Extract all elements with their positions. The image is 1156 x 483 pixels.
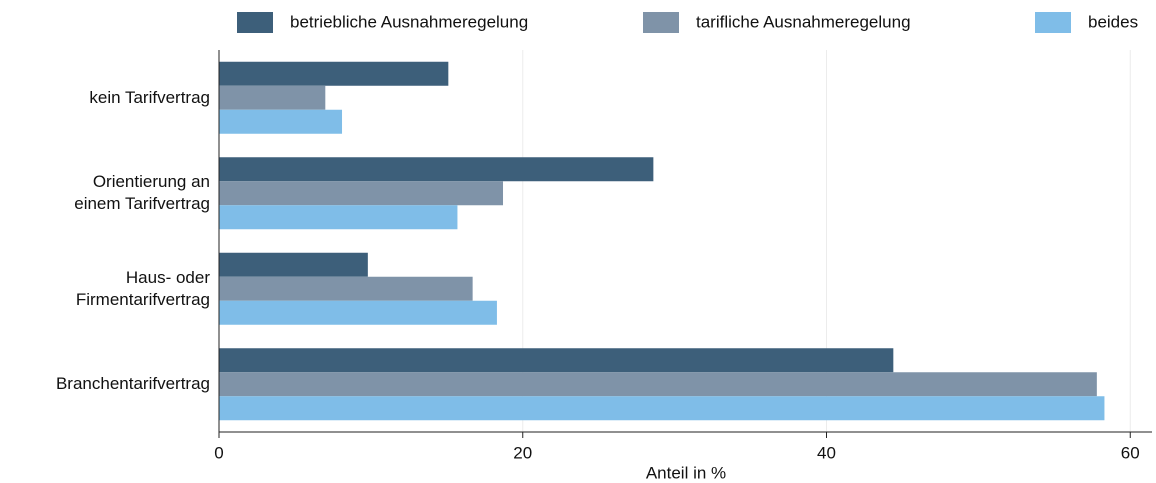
x-tick-label: 60 bbox=[1121, 443, 1140, 462]
bar bbox=[219, 157, 654, 182]
bar bbox=[219, 252, 368, 277]
bar bbox=[219, 109, 343, 134]
bar bbox=[219, 276, 473, 301]
bar bbox=[219, 181, 504, 206]
bar bbox=[219, 372, 1097, 397]
bar bbox=[219, 85, 326, 110]
y-tick-label: Haus- oder Firmentarifvertrag bbox=[75, 267, 210, 309]
bar bbox=[219, 61, 449, 86]
legend-swatch bbox=[237, 12, 273, 33]
legend-label: tarifliche Ausnahmeregelung bbox=[696, 12, 911, 31]
bar bbox=[219, 300, 497, 325]
x-tick-label: 20 bbox=[513, 443, 532, 462]
bar bbox=[219, 396, 1105, 421]
x-tick-label: 0 bbox=[214, 443, 223, 462]
bar bbox=[219, 205, 458, 230]
legend-label: betriebliche Ausnahmeregelung bbox=[290, 12, 528, 31]
bar bbox=[219, 348, 894, 373]
y-tick-label: Branchentarifvertrag bbox=[55, 374, 210, 394]
y-tick-label: Orientierung an einem Tarifvertrag bbox=[74, 172, 210, 214]
x-tick-label: 40 bbox=[817, 443, 836, 462]
x-axis-label: Anteil in % bbox=[646, 463, 726, 482]
y-tick-label: kein Tarifvertrag bbox=[89, 87, 210, 107]
legend-swatch bbox=[1035, 12, 1071, 33]
legend-label: beides bbox=[1088, 12, 1138, 31]
legend-swatch bbox=[643, 12, 679, 33]
